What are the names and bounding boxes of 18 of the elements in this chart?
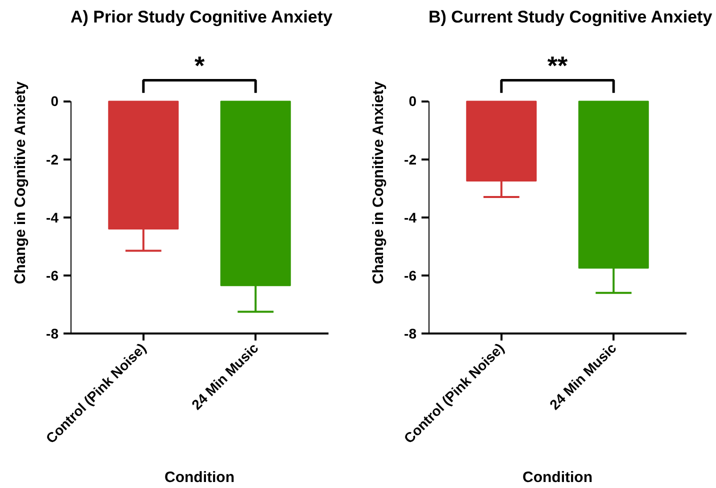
- text: *: [194, 50, 206, 80]
- y-tick-label: -4: [404, 209, 417, 226]
- x-axis-title: Condition: [522, 468, 592, 486]
- y-tick-label: 0: [408, 93, 417, 110]
- y-tick-label: -2: [46, 151, 59, 168]
- y-axis-title: Change in Cognitive Anxiety: [370, 80, 388, 284]
- text: **: [547, 50, 568, 80]
- y-tick-label: -4: [46, 209, 59, 226]
- y-tick-label: -8: [404, 326, 417, 342]
- chart-title: A) Prior Study Cognitive Anxiety: [70, 8, 333, 26]
- y-tick-label: -8: [46, 326, 59, 342]
- y-tick-label: 0: [50, 93, 59, 110]
- x-axis-title: Condition: [164, 468, 234, 486]
- y-tick-label: -6: [46, 267, 59, 284]
- y-axis-title: Change in Cognitive Anxiety: [12, 80, 30, 284]
- y-tick-label: -2: [404, 151, 417, 168]
- chart-title: B) Current Study Cognitive Anxiety: [428, 8, 713, 26]
- y-tick-label: -6: [404, 267, 417, 284]
